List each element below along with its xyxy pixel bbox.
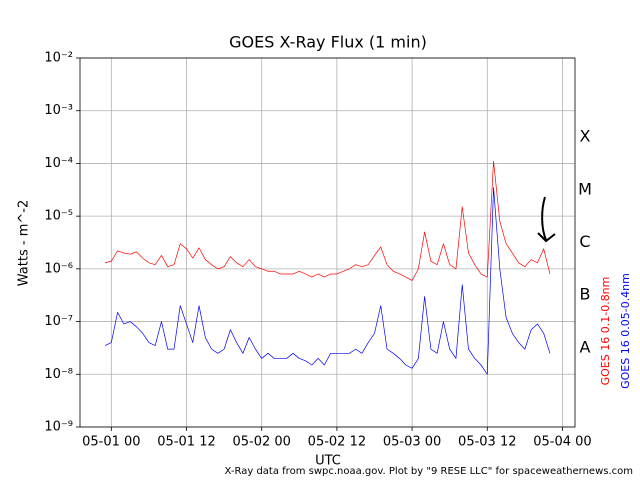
y-tick-label: 10⁻⁵ [44,209,73,224]
y-tick-label: 10⁻⁶ [44,261,73,276]
x-tick-label: 05-02 00 [232,435,290,450]
y-axis-label: Watts - m^-2 [17,200,32,286]
annotation-arrow [537,196,556,243]
legend-label: GOES 16 0.05-0.4nm [619,273,632,389]
data-line [104,187,551,375]
y-tick-label: 10⁻⁷ [44,314,73,329]
plot-area: 10⁻⁹ 10⁻⁸ 10⁻⁷ 10⁻⁶ 10⁻⁵ 10⁻⁴ 10⁻³ 10⁻² 05-01 00… [44,51,591,450]
y-tick-label: 10⁻² [44,51,73,66]
flare-class-label: C [579,232,590,251]
footer-note: X-Ray data from swpc.noaa.gov. Plot by "… [225,466,633,477]
x-tick-label: 05-04 00 [533,435,591,450]
x-tick-label: 05-01 00 [82,435,140,450]
flare-class-label: X [580,127,591,146]
flare-class-label: B [580,285,591,304]
y-tick-label: 10⁻⁹ [44,420,73,435]
x-tick-label: 05-03 12 [458,435,516,450]
y-tick-label: 10⁻³ [44,103,73,118]
x-axis-label: UTC [315,454,341,469]
chart-title: GOES X-Ray Flux (1 min) [229,33,427,52]
flare-class-label: A [580,337,591,356]
legend-label: GOES 16 0.1-0.8nm [599,277,612,386]
x-tick-label: 05-01 12 [157,435,215,450]
x-tick-label: 05-03 00 [383,435,441,450]
y-tick-label: 10⁻⁸ [44,367,73,382]
data-line [104,160,551,281]
y-tick-label: 10⁻⁴ [44,156,73,171]
plot-frame [79,57,576,428]
flare-class-label: M [578,179,592,198]
x-tick-label: 05-02 12 [308,435,366,450]
